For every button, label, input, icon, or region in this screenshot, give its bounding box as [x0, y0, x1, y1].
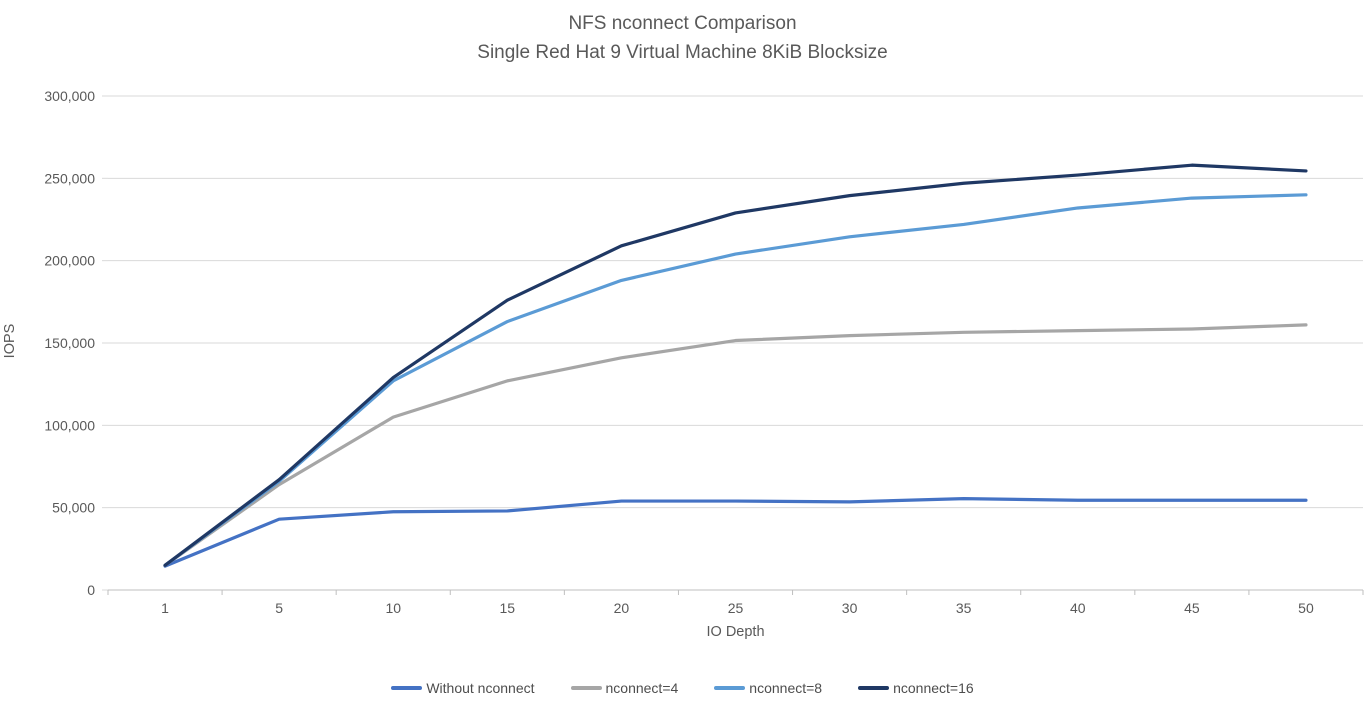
y-tick-label: 150,000 — [44, 335, 95, 351]
legend-swatch — [714, 686, 746, 690]
x-axis-title: IO Depth — [706, 624, 765, 640]
y-tick-label: 50,000 — [52, 500, 95, 516]
y-tick-label: 250,000 — [44, 170, 95, 186]
legend-swatch — [570, 686, 602, 690]
series-line-nconnect-8 — [163, 193, 1308, 567]
legend-item-without-nconnect: Without nconnect — [391, 680, 535, 696]
legend-item-nconnect-8: nconnect=8 — [714, 680, 822, 696]
x-tick-label: 35 — [956, 600, 972, 616]
x-tick-label: 20 — [614, 600, 630, 616]
x-tick-label: 50 — [1298, 600, 1314, 616]
y-tick-label: 200,000 — [44, 253, 95, 269]
x-tick-label: 15 — [500, 600, 516, 616]
legend-swatch — [858, 686, 890, 690]
legend-label: nconnect=4 — [605, 680, 679, 696]
legend-item-nconnect-4: nconnect=4 — [570, 680, 679, 696]
legend-label: nconnect=8 — [749, 680, 823, 696]
series-line-nconnect-16 — [163, 163, 1308, 567]
x-tick-label: 30 — [842, 600, 858, 616]
series-line-nconnect-4 — [163, 323, 1308, 567]
chart-title: NFS nconnect Comparison — [568, 13, 797, 34]
x-tick-label: 40 — [1070, 600, 1086, 616]
series-line-without-nconnect — [163, 497, 1308, 568]
x-tick-label: 10 — [385, 600, 401, 616]
chart-subtitle: Single Red Hat 9 Virtual Machine 8KiB Bl… — [477, 42, 888, 63]
x-tick-label: 45 — [1184, 600, 1200, 616]
y-tick-label: 100,000 — [44, 417, 95, 433]
legend: Without nconnect nconnect=4 nconnect=8 ncon… — [0, 680, 1365, 696]
chart-title-block: NFS nconnect Comparison Single Red Hat 9… — [0, 9, 1365, 67]
x-tick-label: 25 — [728, 600, 744, 616]
legend-label: Without nconnect — [426, 680, 535, 696]
legend-swatch — [391, 686, 423, 690]
legend-item-nconnect-16: nconnect=16 — [858, 680, 974, 696]
y-tick-label: 300,000 — [44, 88, 95, 104]
x-tick-label: 5 — [275, 600, 283, 616]
y-tick-label: 0 — [87, 582, 95, 598]
legend-label: nconnect=16 — [893, 680, 974, 696]
y-axis-title: IOPS — [2, 323, 18, 359]
x-tick-label: 1 — [161, 600, 169, 616]
